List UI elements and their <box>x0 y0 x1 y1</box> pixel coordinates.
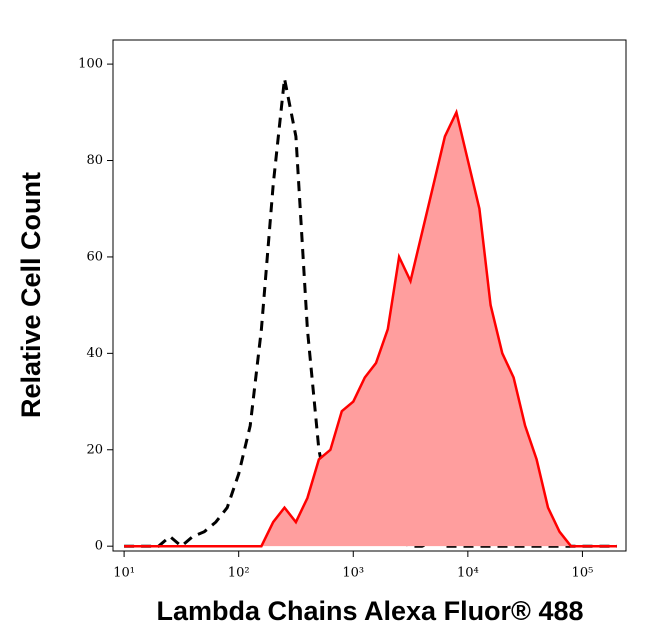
y-tick-label: 100 <box>78 57 103 72</box>
y-tick-label: 60 <box>86 249 103 264</box>
x-tick-label: 10² <box>228 566 250 581</box>
y-tick-label: 20 <box>86 442 103 457</box>
line <box>124 108 617 548</box>
y-tick-label: 80 <box>86 153 103 168</box>
y-tick-label: 0 <box>95 539 103 554</box>
x-tick-label: 10³ <box>342 566 364 581</box>
line <box>124 78 617 549</box>
x-tick-label: 10⁵ <box>572 566 594 581</box>
x-tick-label: 10⁴ <box>457 566 479 581</box>
area <box>124 112 617 547</box>
y-tick-label: 40 <box>86 346 103 361</box>
x-axis-label: Lambda Chains Alexa Fluor® 488 <box>156 596 583 626</box>
x-tick-label: 10¹ <box>113 566 135 581</box>
plot-frame <box>112 39 627 552</box>
y-axis-label: Relative Cell Count <box>16 172 46 418</box>
